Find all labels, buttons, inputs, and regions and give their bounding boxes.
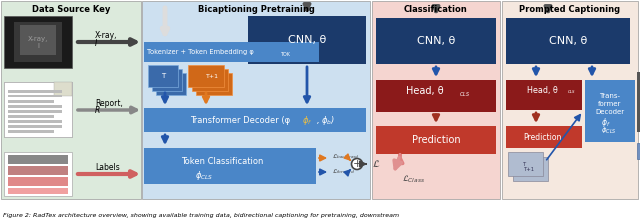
Text: Data Source Key: Data Source Key	[32, 4, 110, 14]
Bar	[14, 22, 62, 62]
Bar	[8, 155, 68, 164]
Bar	[8, 110, 62, 113]
Text: TOK: TOK	[280, 52, 290, 57]
Bar	[376, 18, 496, 64]
Text: Bicaptioning Pretraining: Bicaptioning Pretraining	[198, 4, 314, 14]
Text: I: I	[95, 38, 97, 48]
Text: $\phi_f$: $\phi_f$	[302, 113, 312, 127]
Text: CNN, θ: CNN, θ	[417, 36, 455, 46]
Text: $_{CLS}$: $_{CLS}$	[459, 91, 470, 99]
Bar	[8, 105, 62, 107]
Text: $\phi_{CLS}$: $\phi_{CLS}$	[601, 126, 617, 136]
Text: Labels: Labels	[95, 163, 120, 172]
Bar	[502, 1, 638, 199]
Bar	[4, 16, 72, 68]
Bar	[372, 1, 500, 199]
Bar	[4, 82, 72, 137]
Bar	[376, 80, 496, 112]
Bar	[637, 143, 640, 159]
Bar	[148, 65, 178, 87]
Bar	[1, 1, 141, 199]
Text: R: R	[95, 105, 100, 115]
Bar	[508, 152, 543, 176]
Bar	[192, 69, 228, 91]
Bar	[8, 188, 68, 194]
Text: Classification: Classification	[404, 4, 468, 14]
Bar	[637, 72, 640, 132]
Text: X-ray,: X-ray,	[95, 32, 118, 40]
Bar	[142, 1, 370, 199]
Text: Figure 2: RadTex architecture overview, showing available training data, bidirec: Figure 2: RadTex architecture overview, …	[3, 213, 399, 218]
Bar	[8, 130, 54, 133]
Text: +: +	[352, 159, 362, 169]
Text: Decoder: Decoder	[595, 109, 625, 115]
Text: T: T	[161, 73, 165, 79]
Text: CNN, θ: CNN, θ	[288, 35, 326, 45]
Bar	[20, 25, 56, 55]
Bar	[196, 73, 232, 95]
Text: Prediction: Prediction	[523, 133, 561, 141]
Text: T: T	[524, 161, 527, 166]
Bar	[152, 69, 182, 91]
Text: T+1: T+1	[205, 73, 218, 79]
Bar	[144, 108, 366, 132]
Bar	[4, 82, 72, 137]
Text: Prompted Captioning: Prompted Captioning	[520, 4, 621, 14]
Text: Tokenizer + Token Embedding φ: Tokenizer + Token Embedding φ	[147, 49, 253, 55]
Text: $\mathcal{L}$: $\mathcal{L}$	[372, 157, 380, 168]
Bar	[8, 125, 62, 127]
Bar	[4, 16, 72, 68]
Bar	[144, 42, 319, 62]
Bar	[248, 16, 366, 64]
Text: $\phi_f$: $\phi_f$	[601, 115, 611, 129]
Bar	[585, 80, 635, 142]
Bar	[8, 95, 62, 97]
Text: X-ray,
I: X-ray, I	[28, 36, 48, 48]
Text: $\mathcal{L}_{forward}$: $\mathcal{L}_{forward}$	[332, 168, 355, 176]
Text: CNN, θ: CNN, θ	[549, 36, 587, 46]
Text: Report,: Report,	[95, 99, 123, 107]
Bar	[506, 80, 582, 110]
Text: $\mathcal{L}_{backward}$: $\mathcal{L}_{backward}$	[332, 153, 360, 161]
Bar	[8, 115, 54, 117]
Bar	[188, 65, 224, 87]
Text: $_{CLS}$: $_{CLS}$	[567, 88, 576, 96]
Text: $\phi_{CLS}$: $\phi_{CLS}$	[195, 168, 213, 182]
Text: Head, θ: Head, θ	[527, 85, 557, 95]
Bar	[506, 18, 630, 64]
Text: $\mathcal{L}_{Class}$: $\mathcal{L}_{Class}$	[402, 173, 425, 185]
Bar	[4, 152, 72, 196]
Bar	[376, 126, 496, 154]
Bar	[156, 73, 186, 95]
Text: former: former	[598, 101, 621, 107]
Bar	[8, 90, 62, 93]
Circle shape	[351, 159, 362, 170]
Text: Transformer Decoder (φ: Transformer Decoder (φ	[190, 115, 290, 125]
Bar	[8, 166, 68, 175]
Text: T+1: T+1	[524, 166, 536, 172]
Text: Head, θ: Head, θ	[406, 86, 444, 96]
Text: Token Classification: Token Classification	[181, 157, 263, 165]
Bar	[144, 148, 316, 184]
Bar	[8, 177, 68, 186]
Bar	[506, 126, 582, 148]
Bar	[8, 120, 62, 123]
Text: Prediction: Prediction	[412, 135, 460, 145]
Bar	[8, 100, 54, 103]
Bar	[513, 157, 548, 181]
Bar	[54, 82, 72, 96]
Text: Trans-: Trans-	[600, 93, 621, 99]
Text: , $\phi_b$): , $\phi_b$)	[316, 113, 335, 127]
